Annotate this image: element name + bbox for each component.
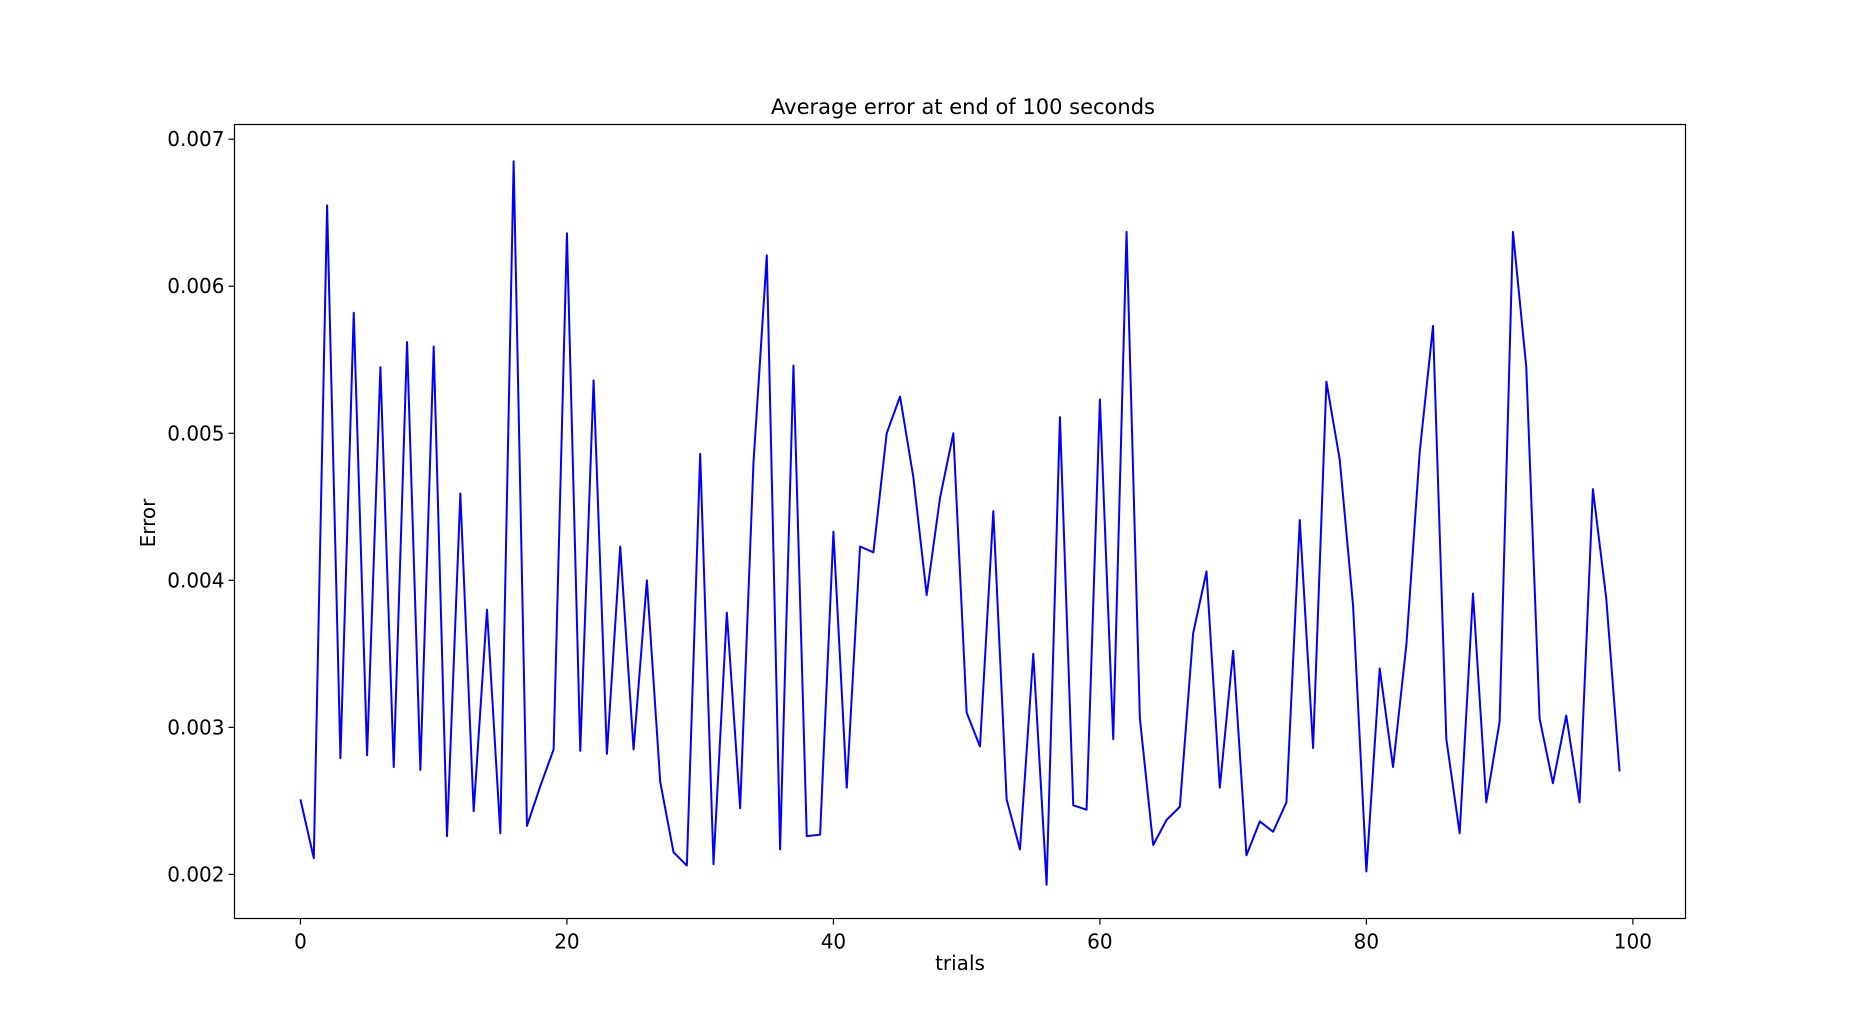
y-tick-label: 0.003	[167, 715, 224, 739]
x-tick-label: 20	[554, 930, 579, 954]
x-tick-label: 40	[821, 930, 846, 954]
x-tick-label: 0	[294, 930, 307, 954]
series-layer	[299, 160, 1621, 886]
series-line	[299, 160, 1621, 886]
y-tick-label: 0.007	[167, 127, 224, 151]
x-axis: 0 20 40 60 80 100	[294, 918, 1652, 954]
y-axis: 0.002 0.003 0.004 0.005 0.006 0.007	[167, 127, 235, 886]
y-tick-label: 0.005	[167, 421, 224, 445]
x-tick-label: 80	[1354, 930, 1379, 954]
x-tick-label: 60	[1087, 930, 1112, 954]
x-axis-title: trials	[935, 951, 985, 975]
y-axis-title: Error	[136, 498, 160, 548]
chart-title: Average error at end of 100 seconds	[771, 95, 1155, 119]
y-tick-label: 0.006	[167, 274, 224, 298]
y-tick-label: 0.002	[167, 862, 224, 886]
plot-frame	[233, 123, 1687, 920]
x-tick-label: 100	[1614, 930, 1652, 954]
y-tick-label: 0.004	[167, 568, 224, 592]
